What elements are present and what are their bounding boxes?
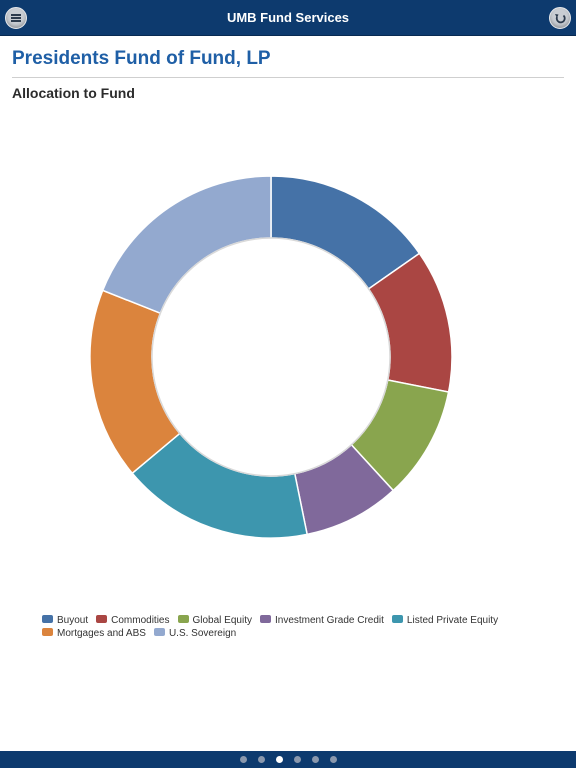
legend-swatch: [96, 615, 108, 623]
legend-label: U.S. Sovereign: [168, 628, 237, 639]
menu-icon: [11, 14, 21, 22]
legend-swatch: [153, 628, 165, 636]
legend-label: Commodities: [111, 615, 170, 626]
footer-bar: [0, 751, 576, 768]
legend-item[interactable]: Investment Grade Credit: [259, 615, 384, 626]
legend-label: Investment Grade Credit: [274, 615, 384, 626]
legend-item[interactable]: Buyout: [42, 615, 88, 626]
donut-hole: [151, 237, 391, 477]
legend-row: Buyout Commodities Global Equity Investment…: [42, 615, 542, 628]
legend-item[interactable]: Listed Private Equity: [391, 615, 499, 626]
back-button[interactable]: [549, 7, 571, 29]
app-title: UMB Fund Services: [226, 10, 350, 25]
header-bar: UMB Fund Services: [0, 0, 576, 36]
legend-row: Mortgages and ABS U.S. Sovereign: [42, 628, 542, 641]
title-divider: [12, 77, 564, 78]
legend-swatch: [177, 615, 189, 623]
page-dot[interactable]: [257, 756, 265, 763]
allocation-donut-chart: [89, 175, 453, 539]
fund-title: Presidents Fund of Fund, LP: [12, 48, 271, 69]
page-dot[interactable]: [329, 756, 337, 763]
chart-slices: [89, 175, 453, 539]
section-title: Allocation to Fund: [12, 85, 135, 101]
legend-label: Buyout: [57, 615, 89, 626]
legend-item[interactable]: Global Equity: [177, 615, 252, 626]
legend-item[interactable]: Commodities: [96, 615, 170, 626]
legend-label: Listed Private Equity: [406, 615, 499, 626]
chart-legend: Buyout Commodities Global Equity Investment…: [42, 615, 542, 641]
legend-label: Mortgages and ABS: [57, 628, 146, 639]
page-dot[interactable]: [311, 756, 319, 763]
legend-swatch: [42, 615, 53, 623]
legend-swatch: [259, 615, 271, 623]
page-dot[interactable]: [293, 756, 301, 763]
legend-swatch: [391, 615, 403, 623]
back-arrow-icon: [555, 14, 566, 24]
legend-label: Global Equity: [192, 615, 252, 626]
legend-item[interactable]: U.S. Sovereign: [153, 628, 237, 639]
page-indicator: [0, 756, 576, 763]
legend-item[interactable]: Mortgages and ABS: [42, 628, 146, 639]
legend-swatch: [42, 628, 53, 636]
menu-button[interactable]: [5, 7, 27, 29]
page-dot[interactable]: [239, 756, 247, 763]
page-dot[interactable]: [275, 756, 283, 763]
